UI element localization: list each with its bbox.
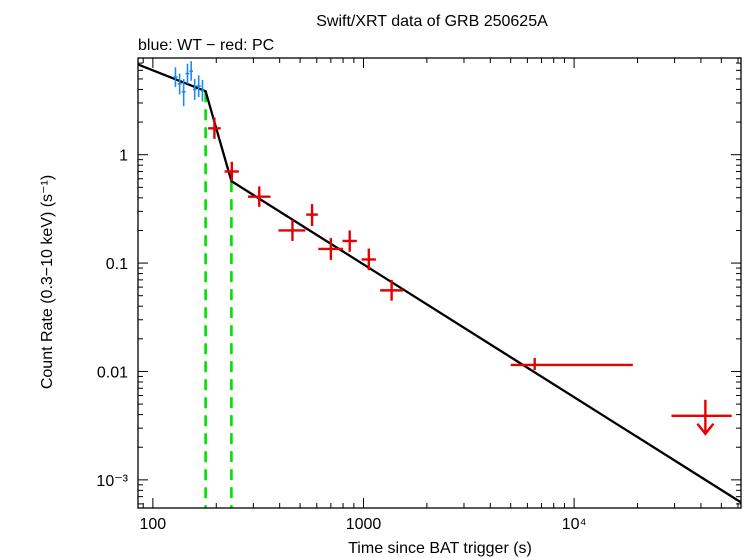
x-tick-label: 10⁴ bbox=[562, 516, 587, 533]
model-line bbox=[137, 63, 742, 504]
series-wt bbox=[173, 61, 205, 107]
y-tick-label: 10⁻³ bbox=[96, 473, 128, 490]
data-point bbox=[278, 219, 306, 241]
data-point bbox=[224, 161, 239, 182]
series-pc bbox=[208, 117, 732, 436]
x-tick-label: 1000 bbox=[346, 516, 382, 533]
data-point bbox=[192, 78, 197, 100]
data-point bbox=[361, 248, 376, 271]
data-point bbox=[342, 230, 357, 252]
data-point bbox=[189, 61, 193, 81]
data-point bbox=[248, 186, 271, 207]
chart-title: Swift/XRT data of GRB 250625A bbox=[316, 13, 548, 30]
data-point bbox=[380, 279, 403, 301]
data-point bbox=[510, 358, 633, 371]
break-markers bbox=[204, 91, 233, 508]
data-point bbox=[181, 78, 186, 107]
x-tick-label: 100 bbox=[140, 516, 167, 533]
y-tick-label: 0.1 bbox=[106, 256, 128, 273]
plot-frame bbox=[137, 57, 742, 509]
data-points bbox=[173, 61, 732, 436]
data-point bbox=[196, 75, 201, 98]
data-point bbox=[306, 204, 318, 226]
chart-subtitle: blue: WT − red: PC bbox=[138, 37, 274, 54]
data-point bbox=[177, 73, 182, 95]
data-point bbox=[200, 79, 205, 102]
y-axis-label: Count Rate (0.3−10 keV) (s⁻¹) bbox=[39, 175, 56, 389]
model-fit bbox=[137, 63, 742, 504]
data-point bbox=[173, 67, 178, 88]
axis-ticks: 100 1000 10⁴ 1 0.1 0.01 10⁻³ bbox=[96, 58, 741, 533]
data-point bbox=[185, 63, 190, 84]
y-tick-label: 0.01 bbox=[97, 364, 128, 381]
data-point bbox=[318, 238, 344, 260]
down-arrow-icon bbox=[696, 423, 715, 436]
x-axis-label: Time since BAT trigger (s) bbox=[348, 540, 532, 557]
upper-limit bbox=[671, 399, 732, 436]
y-tick-label: 1 bbox=[119, 148, 128, 165]
data-point bbox=[208, 117, 221, 139]
